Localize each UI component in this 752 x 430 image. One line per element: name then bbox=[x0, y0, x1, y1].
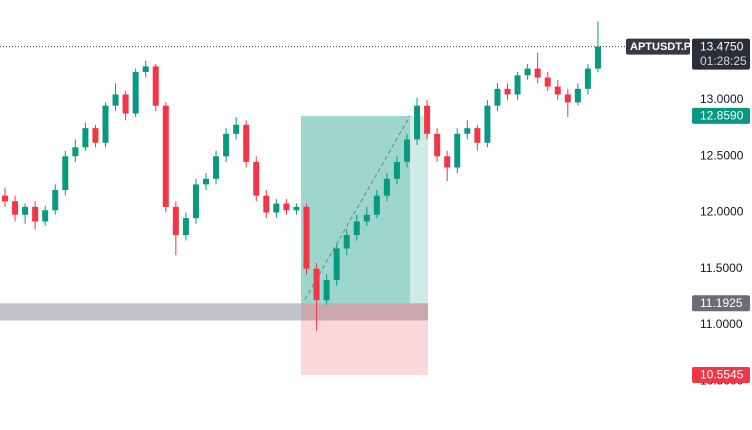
candle-body bbox=[454, 133, 461, 168]
candle-body bbox=[243, 124, 250, 162]
candle-body bbox=[132, 71, 139, 114]
candle-body bbox=[122, 94, 129, 114]
candle-body bbox=[32, 206, 39, 222]
candle-body bbox=[192, 184, 199, 219]
candle-body bbox=[404, 139, 410, 162]
candle-body bbox=[182, 218, 189, 235]
candle-body bbox=[223, 133, 230, 157]
loss-area bbox=[301, 303, 428, 376]
symbol-label: APTUSDT.P bbox=[630, 41, 691, 53]
candle-body bbox=[494, 88, 501, 106]
price-axis: 10.500011.000011.500012.000012.500013.00… bbox=[626, 38, 750, 387]
candle-body bbox=[293, 206, 300, 211]
candle-body bbox=[414, 105, 421, 140]
candle-body bbox=[72, 147, 79, 157]
candle-body bbox=[554, 86, 561, 95]
candle-body bbox=[92, 128, 99, 143]
candle-body bbox=[102, 105, 109, 143]
candle-body bbox=[534, 68, 541, 78]
candle-body bbox=[142, 66, 149, 72]
candle-body bbox=[333, 248, 340, 280]
zones bbox=[0, 46, 690, 376]
candle-body bbox=[213, 156, 220, 179]
candle-body bbox=[283, 203, 290, 211]
candle-body bbox=[393, 161, 400, 179]
target-label: 12.8590 bbox=[700, 109, 744, 123]
y-tick-label: 11.0000 bbox=[700, 317, 743, 331]
candle-body bbox=[444, 156, 451, 168]
candle-body bbox=[253, 161, 260, 196]
candle-body bbox=[363, 214, 370, 222]
candle-body bbox=[172, 206, 179, 235]
y-tick-label: 11.5000 bbox=[700, 261, 743, 275]
candle-body bbox=[203, 178, 209, 185]
y-tick-label: 12.0000 bbox=[700, 205, 744, 219]
candle-body bbox=[12, 201, 19, 215]
candle-body bbox=[514, 75, 521, 95]
stop-label-bg bbox=[692, 367, 750, 384]
candle-body bbox=[22, 206, 29, 215]
candle-body bbox=[62, 156, 69, 191]
candle-body bbox=[574, 88, 581, 103]
candle-body bbox=[484, 105, 491, 143]
symbol-bg bbox=[626, 38, 690, 55]
trade-path bbox=[304, 115, 411, 300]
countdown: 01:28:25 bbox=[700, 54, 747, 68]
candle-body bbox=[82, 128, 89, 148]
last-price-bg bbox=[692, 38, 750, 70]
candles bbox=[2, 21, 601, 331]
stop-label: 10.5545 bbox=[700, 368, 744, 382]
candle-body bbox=[263, 195, 270, 213]
candle-body bbox=[524, 68, 531, 76]
candle-body bbox=[383, 178, 390, 196]
y-tick-label: 12.5000 bbox=[700, 148, 744, 162]
candle-body bbox=[152, 66, 159, 106]
support-zone bbox=[0, 303, 428, 321]
candle-body bbox=[424, 105, 431, 134]
candle-body bbox=[434, 133, 441, 157]
last-price-label: 13.4750 bbox=[700, 39, 744, 53]
target-label-bg bbox=[692, 107, 750, 124]
candle-body bbox=[313, 268, 320, 301]
candle-body bbox=[584, 68, 591, 89]
candle-body bbox=[353, 221, 360, 235]
candle-body bbox=[162, 105, 169, 207]
candle-body bbox=[504, 88, 511, 95]
candle-body bbox=[464, 128, 471, 134]
candle-body bbox=[112, 94, 119, 106]
candle-body bbox=[343, 234, 350, 249]
y-tick-label: 13.0000 bbox=[700, 92, 744, 106]
candle-body bbox=[594, 46, 601, 69]
entry-label-bg bbox=[692, 295, 750, 312]
candle-body bbox=[564, 94, 571, 103]
candle-body bbox=[544, 77, 551, 87]
candle-body bbox=[273, 203, 280, 213]
candle-body bbox=[303, 206, 310, 269]
candle-body bbox=[42, 210, 49, 222]
candle-body bbox=[52, 190, 59, 211]
candle-body bbox=[474, 128, 481, 143]
entry-label: 11.1925 bbox=[700, 296, 743, 310]
candle-body bbox=[323, 279, 330, 301]
candle-body bbox=[233, 124, 240, 134]
candle-body bbox=[2, 195, 8, 202]
candle-body bbox=[373, 195, 380, 215]
